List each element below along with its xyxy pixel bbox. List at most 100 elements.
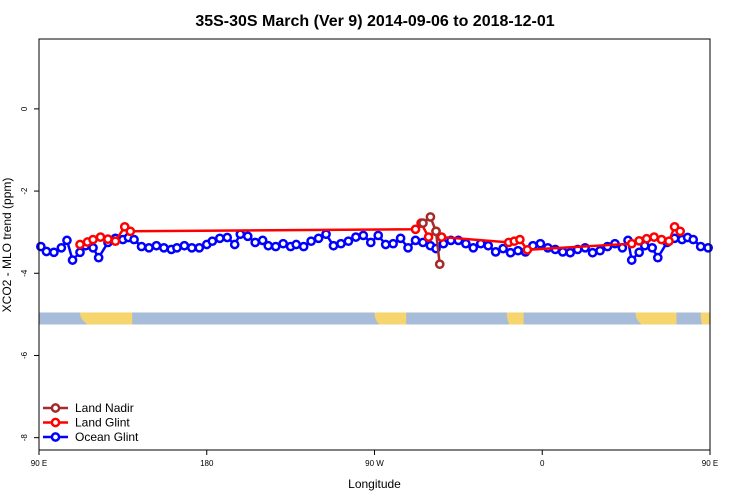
ocean-glint-point-45 [351,232,361,242]
land-nadir-point-0 [418,218,428,228]
x-tick-label-0: 90 E [31,459,47,468]
ocean-glint-point-25 [207,236,218,247]
y-axis-label: XCO2 - MLO trend (ppm) [0,178,14,313]
land-glint-point-24 [675,226,686,237]
ocean-glint-point-53 [410,235,421,246]
ocean-glint-point-4 [62,235,72,246]
x-axis-label: Longitude [348,477,401,491]
land-patch-2 [506,312,524,325]
ocean-glint-point-93 [695,241,706,252]
ocean-glint-point-48 [373,230,384,241]
y-tick-label-2: -4 [20,269,29,277]
series-land-nadir [418,212,445,270]
ocean-glint-point-51 [395,233,406,244]
ocean-glint-point-5 [67,255,78,265]
ocean-glint-point-31 [250,237,261,248]
ocean-glint-point-41 [321,229,331,240]
ocean-glint-point-83 [626,255,637,265]
ocean-glint-point-78 [595,245,605,256]
ocean-glint-point-52 [403,242,413,253]
legend-label-land-glint: Land Glint [75,416,130,430]
ocean-glint-point-84 [634,247,645,258]
land-glint-point-8 [410,224,421,235]
ocean-glint-point-47 [365,237,376,248]
ocean-glint-point-50 [388,238,398,249]
ocean-glint-point-33 [263,240,274,251]
y-axis: 0 -2 -4 -6 -8 [20,106,39,441]
ocean-glint-point-32 [257,235,268,246]
land-glint-point-21 [656,234,667,245]
land-glint-point-16 [522,244,533,255]
y-tick-label-1: -2 [20,187,29,195]
land-glint-point-10 [423,232,434,242]
ocean-glint-point-20 [172,242,182,253]
land-ocean-strip [39,312,710,325]
land-patch-0 [80,312,133,325]
land-glint-point-3 [95,232,106,242]
land-nadir-point-2 [431,226,441,237]
legend-label-ocean-glint: Ocean Glint [75,430,139,444]
series-ocean-glint [36,229,713,265]
y-tick-label-3: -6 [20,351,29,359]
legend-marker-land-nadir [50,403,61,413]
ocean-glint-point-64 [490,247,501,257]
x-axis: 90 E 180 90 W 0 90 E [31,450,718,468]
legend-label-land-nadir: Land Nadir [75,401,134,415]
land-patch-3 [635,312,677,325]
ocean-glint-point-38 [298,241,309,252]
x-tick-label-4: 90 E [702,459,718,468]
ocean-glint-point-6 [75,247,85,258]
land-nadir-point-1 [425,212,436,222]
ocean-glint-point-42 [328,240,339,251]
land-glint-point-19 [641,233,652,244]
chart-title: 35S-30S March (Ver 9) 2014-09-06 to 2018… [195,13,554,30]
ocean-glint-point-67 [513,245,523,256]
ocean-glint-point-17 [151,240,162,251]
legend-marker-ocean-glint [50,432,61,442]
x-tick-label-2: 90 W [365,459,384,468]
ocean-glint-point-1 [41,246,52,257]
land-glint-point-7 [125,226,136,237]
ocean-glint-point-15 [136,241,147,252]
y-tick-label-0: 0 [20,106,29,111]
ocean-glint-point-74 [565,247,576,258]
y-tick-label-4: -8 [20,434,29,442]
ocean-glint-point-44 [343,236,354,247]
ocean-glint-point-34 [270,241,281,252]
ocean-glint-point-46 [358,230,369,241]
ocean-glint-point-77 [587,247,598,258]
land-glint-point-0 [75,239,85,250]
ocean-glint-point-87 [652,252,663,263]
ocean-glint-point-40 [313,233,324,244]
land-patch-1 [374,312,407,325]
land-glint-point-18 [634,235,645,246]
land-glint-point-17 [626,238,637,249]
ocean-glint-point-94 [703,242,713,253]
ocean-glint-point-54 [418,237,428,248]
ocean-glint-point-21 [179,240,190,251]
ocean-glint-point-35 [278,238,289,249]
ocean-glint-point-27 [222,232,233,243]
ocean-glint-point-14 [129,234,139,245]
ocean-glint-point-30 [242,231,253,242]
ocean-glint-point-22 [186,242,197,253]
land-glint-point-12 [436,232,447,242]
x-tick-label-3: 0 [540,459,545,468]
ocean-glint-point-86 [647,242,658,253]
legend-marker-land-glint [50,417,61,428]
ocean-glint-point-28 [229,239,240,250]
land-glint-point-2 [88,234,98,245]
x-tick-label-1: 180 [200,459,214,468]
ocean-glint-point-66 [505,247,516,258]
ocean-glint-point-9 [93,252,104,263]
ocean-glint-point-23 [194,242,205,253]
ocean-glint-point-39 [306,236,316,247]
ocean-glint-point-63 [483,240,494,251]
land-glint-point-5 [110,236,121,247]
land-patch-4 [700,312,710,325]
ocean-glint-point-61 [468,242,479,253]
ocean-glint-point-16 [144,242,154,253]
land-glint-point-15 [515,234,525,245]
ocean-glint-point-73 [557,247,568,257]
ocean-band [39,312,710,325]
